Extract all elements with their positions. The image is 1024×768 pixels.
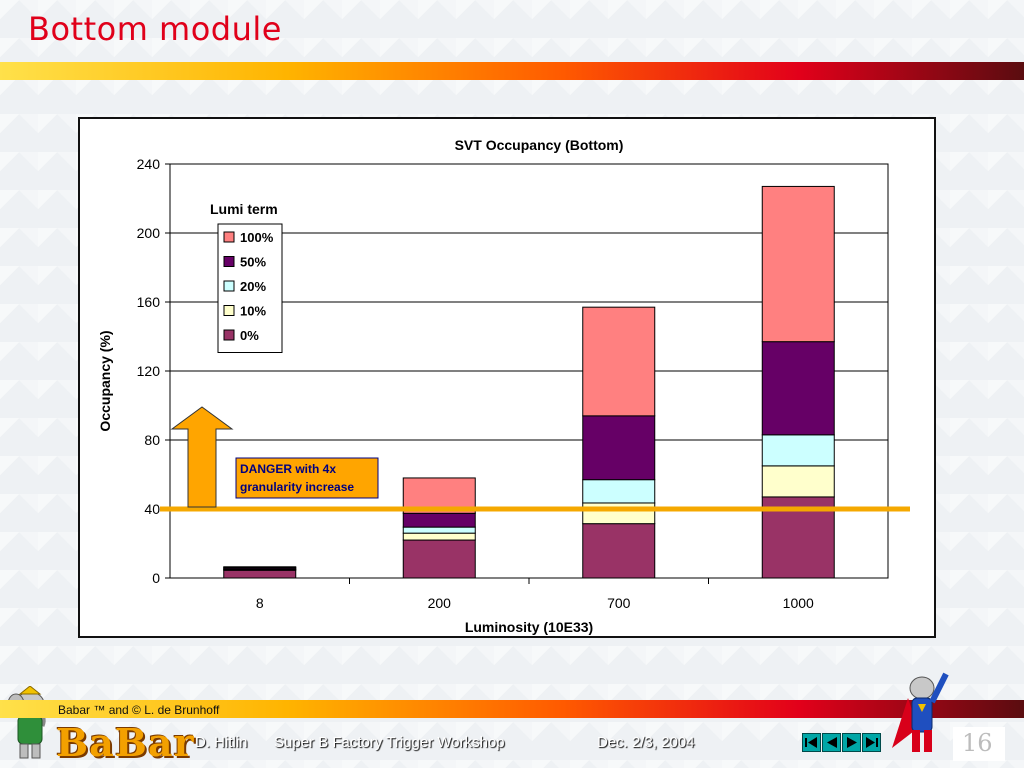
footer-author: D. Hitlin — [195, 734, 248, 751]
bar-segment-100pct — [223, 566, 297, 569]
x-axis-label: Luminosity (10E33) — [465, 619, 593, 635]
previous-slide-icon — [826, 737, 837, 748]
bar-segment-20pct — [402, 526, 476, 534]
x-tick-label: 700 — [607, 595, 631, 611]
y-tick-label: 40 — [144, 501, 160, 517]
x-tick-label: 1000 — [783, 595, 814, 611]
legend-swatch — [223, 231, 235, 243]
last-slide-button[interactable] — [862, 733, 881, 752]
danger-annotation-line: granularity increase — [240, 480, 354, 494]
y-tick-label: 240 — [137, 156, 161, 172]
legend-swatch — [223, 305, 235, 316]
legend-swatch — [223, 256, 235, 267]
bar-segment-10pct — [402, 532, 476, 541]
last-slide-icon — [866, 737, 878, 748]
footer-date: Dec. 2/3, 2004 — [597, 734, 695, 751]
y-tick-label: 0 — [152, 570, 160, 586]
copyright-credit: Babar ™ and © L. de Brunhoff — [58, 703, 220, 717]
bar-segment-100pct — [582, 306, 656, 417]
previous-slide-button[interactable] — [822, 733, 841, 752]
header-gradient-bar — [0, 62, 1024, 80]
legend-swatch — [223, 280, 235, 292]
bar-segment-50pct — [402, 512, 476, 528]
legend-swatch — [223, 329, 235, 341]
danger-arrow-icon — [170, 406, 234, 508]
chart-frame: SVT Occupancy (Bottom) 0 40 80 120 160 200 240 8… — [78, 117, 936, 638]
legend-label: 100% — [240, 230, 274, 245]
page-number: 16 — [962, 729, 993, 757]
legend-label: 0% — [240, 328, 259, 343]
y-axis-label: Occupancy (%) — [97, 330, 113, 431]
bar-segment-0pct — [582, 523, 656, 579]
babar-elephant-icon — [7, 686, 46, 759]
bar-segment-50pct — [761, 341, 835, 436]
first-slide-icon — [805, 737, 817, 748]
legend-label: 50% — [240, 255, 266, 270]
x-tick-label: 8 — [256, 595, 264, 611]
bar-segment-100pct — [761, 185, 835, 343]
slide-navigation — [802, 733, 881, 752]
first-slide-button[interactable] — [802, 733, 821, 752]
babar-logo: BaBar — [56, 720, 195, 765]
footer-event: Super B Factory Trigger Workshop — [274, 734, 505, 751]
bar-segment-50pct — [582, 415, 656, 481]
legend-label: 20% — [240, 279, 266, 294]
next-slide-button[interactable] — [842, 733, 861, 752]
bar-segment-20pct — [582, 479, 656, 504]
footer-gradient-bar — [0, 700, 1024, 718]
occupancy-chart: SVT Occupancy (Bottom) 0 40 80 120 160 200 240 8… — [97, 137, 910, 635]
next-slide-icon — [846, 737, 857, 748]
bar-segment-10pct — [761, 465, 835, 498]
superhero-elephant-icon — [892, 672, 949, 752]
bar-segment-20pct — [761, 434, 835, 467]
x-tick-label: 200 — [428, 595, 452, 611]
y-tick-label: 160 — [137, 294, 161, 310]
legend-title: Lumi term — [210, 201, 278, 217]
danger-annotation-box — [235, 457, 379, 499]
y-tick-label: 80 — [144, 432, 160, 448]
bar-segment-0pct — [223, 569, 297, 579]
slide-title: Bottom module — [28, 10, 282, 48]
page-number-box — [953, 727, 1005, 761]
y-tick-label: 120 — [137, 363, 161, 379]
bar-segment-10pct — [582, 502, 656, 525]
chart-title: SVT Occupancy (Bottom) — [455, 137, 624, 153]
bar-segment-0pct — [402, 539, 476, 579]
danger-annotation-line: DANGER with 4x — [240, 462, 336, 476]
y-tick-label: 200 — [137, 225, 161, 241]
legend-label: 10% — [240, 304, 266, 319]
